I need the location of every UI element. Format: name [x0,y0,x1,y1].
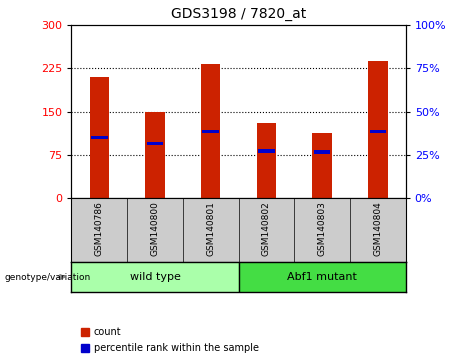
Bar [238,262,406,292]
Text: Abf1 mutant: Abf1 mutant [287,272,357,282]
Bar [201,64,220,198]
Text: GSM140800: GSM140800 [150,201,160,256]
Bar [81,344,89,352]
Bar [370,130,386,133]
Bar [313,133,332,198]
Text: GSM140786: GSM140786 [95,201,104,256]
Bar [368,61,388,198]
Text: percentile rank within the sample: percentile rank within the sample [94,343,259,353]
Bar [81,328,89,336]
Bar [257,123,276,198]
Bar [71,262,239,292]
Text: count: count [94,327,121,337]
Bar [89,77,109,198]
Bar [314,150,331,154]
Bar [145,112,165,198]
Title: GDS3198 / 7820_at: GDS3198 / 7820_at [171,7,306,21]
Text: GSM140802: GSM140802 [262,201,271,256]
Text: GSM140804: GSM140804 [373,201,382,256]
Text: genotype/variation: genotype/variation [5,273,91,281]
Bar [258,149,275,153]
Text: GSM140803: GSM140803 [318,201,327,256]
Bar [202,130,219,133]
Bar [147,142,163,145]
Text: GSM140801: GSM140801 [206,201,215,256]
Text: wild type: wild type [130,272,180,282]
Bar [91,136,107,139]
